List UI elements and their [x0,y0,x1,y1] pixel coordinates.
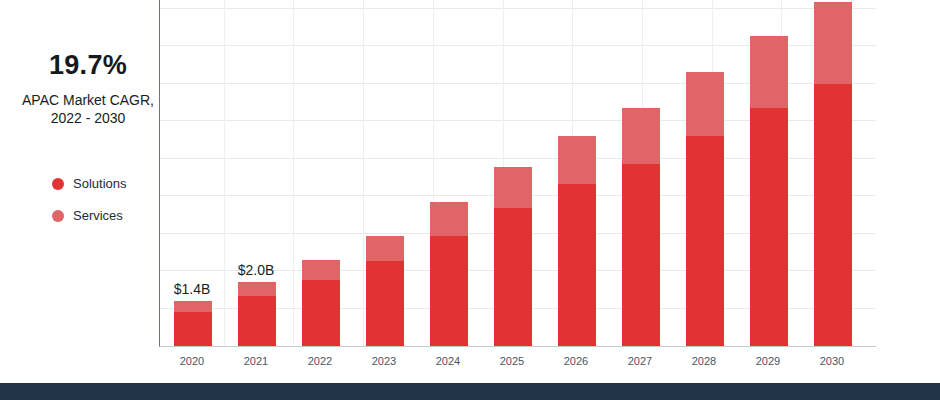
bar-segment-solutions [750,108,788,346]
gridline-vertical [224,0,225,346]
bar-segment-solutions [622,164,660,346]
bar-segment-solutions [238,296,276,346]
stat-label-line1: APAC Market CAGR, [6,91,170,109]
legend-item-solutions: Solutions [52,176,126,191]
stat-label: APAC Market CAGR, 2022 - 2030 [6,91,170,127]
x-axis-label: 2024 [416,355,480,367]
stacked-bar-chart [159,0,876,347]
bar-group-2021 [238,282,276,346]
bar-segment-solutions [558,184,596,346]
bar-total-label-2021: $2.0B [238,262,275,278]
stat-label-line2: 2022 - 2030 [6,109,170,127]
x-axis-label: 2020 [160,355,224,367]
bar-segment-solutions [814,84,852,346]
bar-segment-services [814,2,852,84]
x-axis-label: 2027 [608,355,672,367]
x-axis-label: 2028 [672,355,736,367]
x-axis-label: 2026 [544,355,608,367]
bar-segment-services [238,282,276,296]
bar-segment-solutions [686,136,724,346]
stat-block: 19.7% APAC Market CAGR, 2022 - 2030 [6,50,170,127]
bar-group-2020 [174,301,212,346]
bar-group-2027 [622,108,660,346]
bar-segment-services [686,72,724,136]
bar-group-2024 [430,202,468,346]
bar-group-2030 [814,2,852,346]
x-axis-label: 2023 [352,355,416,367]
bar-group-2028 [686,72,724,346]
legend-label-solutions: Solutions [73,176,126,191]
bar-segment-solutions [366,261,404,346]
bar-group-2023 [366,236,404,346]
infographic-canvas: 19.7% APAC Market CAGR, 2022 - 2030 Solu… [0,0,940,400]
bar-group-2029 [750,36,788,346]
legend-item-services: Services [52,208,126,223]
legend-label-services: Services [73,208,123,223]
gridline-vertical [363,0,364,346]
stat-value: 19.7% [6,50,170,81]
bar-group-2022 [302,260,340,346]
bar-group-2026 [558,136,596,346]
solutions-dot-icon [52,178,64,190]
bar-segment-services [430,202,468,236]
bar-group-2025 [494,167,532,346]
x-axis-label: 2030 [800,355,864,367]
bar-segment-services [174,301,212,312]
chart-legend: Solutions Services [52,176,126,240]
bar-segment-solutions [302,280,340,346]
x-axis-label: 2029 [736,355,800,367]
bar-segment-services [366,236,404,262]
gridline-vertical [293,0,294,346]
gridline-horizontal [160,8,876,9]
bar-segment-solutions [430,236,468,346]
x-axis-label: 2025 [480,355,544,367]
footer-bar [0,383,940,400]
bar-segment-services [558,136,596,184]
bar-segment-solutions [494,208,532,346]
x-axis-label: 2021 [224,355,288,367]
services-dot-icon [52,210,64,222]
bar-segment-services [622,108,660,164]
x-axis-label: 2022 [288,355,352,367]
bar-total-label-2020: $1.4B [174,281,211,297]
bar-segment-services [494,167,532,209]
bar-segment-services [302,260,340,281]
bar-segment-solutions [174,312,212,346]
bar-segment-services [750,36,788,108]
